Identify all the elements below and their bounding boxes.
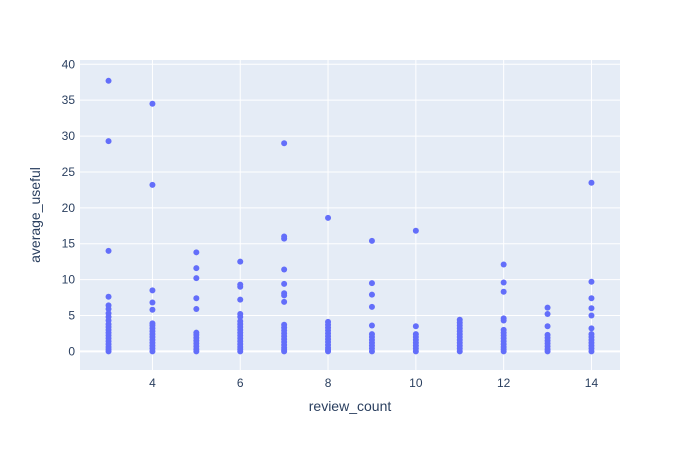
scatter-point [325,348,332,355]
scatter-point [237,258,244,265]
scatter-point [500,261,507,268]
y-tick-label: 5 [68,308,75,322]
scatter-point [368,280,375,287]
scatter-point [149,181,156,188]
x-axis-title: review_count [309,398,392,414]
scatter-point [368,291,375,298]
x-tick-label: 8 [325,376,332,390]
scatter-point [281,292,288,299]
scatter-point [412,227,419,234]
y-axis-title: average_useful [27,167,43,263]
scatter-point [105,348,112,355]
scatter-point [412,348,419,355]
scatter-point [588,348,595,355]
scatter-point [588,278,595,285]
y-gridlines [80,63,620,353]
scatter-point [237,283,244,290]
scatter-point [281,298,288,305]
scatter-point [412,323,419,330]
scatter-point [193,249,200,256]
x-tick-label: 14 [585,376,599,390]
scatter-point [149,299,156,306]
y-tick-label: 40 [62,57,76,71]
y-tick-label: 25 [62,165,76,179]
scatter-point [281,348,288,355]
scatter-point [149,287,156,294]
scatter-point [105,138,112,145]
x-tick-label: 12 [497,376,511,390]
scatter-point [588,179,595,186]
scatter-point [368,322,375,329]
scatter-point [105,306,112,313]
scatter-point [281,280,288,287]
y-tick-labels: 0 5 10 15 20 25 30 35 40 [62,57,76,358]
x-tick-labels: 4 6 8 10 12 14 [149,376,598,390]
scatter-point [544,323,551,330]
scatter-point [193,265,200,272]
scatter-point [237,313,244,320]
scatter-point [500,348,507,355]
scatter-point [193,295,200,302]
y-tick-label: 35 [62,93,76,107]
scatter-point [456,348,463,355]
scatter-point [149,100,156,107]
scatter-point [325,214,332,221]
scatter-point [105,77,112,84]
scatter-point [193,348,200,355]
y-tick-label: 30 [62,129,76,143]
scatter-point [281,140,288,147]
scatter-point [193,306,200,313]
scatter-point [368,303,375,310]
scatter-point [500,288,507,295]
scatter-point [149,348,156,355]
scatter-point [105,293,112,300]
scatter-point [588,312,595,319]
scatter-point [588,295,595,302]
scatter-point [544,304,551,311]
scatter-point [105,247,112,254]
scatter-point [500,317,507,324]
y-tick-label: 15 [62,237,76,251]
scatter-point [237,296,244,303]
x-tick-label: 10 [409,376,423,390]
x-tick-label: 6 [237,376,244,390]
scatter-point [368,237,375,244]
scatter-point [544,348,551,355]
scatter-point [588,305,595,312]
plot-area [80,60,620,370]
scatter-markers [105,77,595,355]
x-tick-label: 4 [149,376,156,390]
y-tick-label: 10 [62,273,76,287]
y-tick-label: 0 [68,344,75,358]
scatter-point [544,311,551,318]
scatter-point [281,266,288,273]
scatter-point [237,348,244,355]
scatter-point [149,306,156,313]
scatter-point [588,325,595,332]
y-tick-label: 20 [62,201,76,215]
scatter-point [193,275,200,282]
scatter-point [368,348,375,355]
scatter-point [281,235,288,242]
scatter-point [500,279,507,286]
